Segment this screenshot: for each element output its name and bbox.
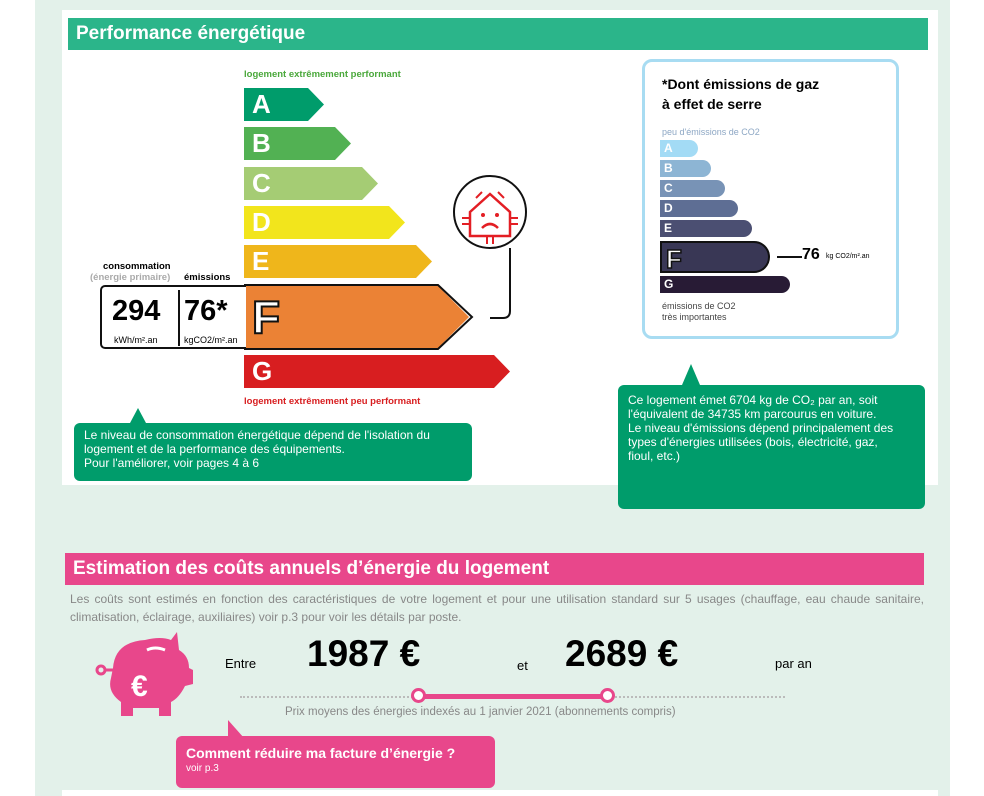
energy-class-e: E xyxy=(244,245,432,278)
and-label: et xyxy=(517,658,528,673)
emissions-unit: kgCO2/m².an xyxy=(184,335,238,345)
between-label: Entre xyxy=(225,656,257,671)
ghg-class-e: E xyxy=(660,220,752,237)
consumption-label: consommation xyxy=(103,261,171,272)
top-label: logement extrêmement performant xyxy=(244,69,401,80)
callout-line: Pour l'améliorer, voir pages 4 à 6 xyxy=(84,456,260,470)
callout-line: Le niveau de consommation énergétique dé… xyxy=(84,428,430,442)
energy-class-d: D xyxy=(244,206,405,239)
consumption-sub: (énergie primaire) xyxy=(90,272,171,283)
energy-class-g: G xyxy=(244,355,510,388)
ghg-class-f: F xyxy=(660,241,770,275)
callout-line: l'équivalent de 34735 km parcourus en vo… xyxy=(628,407,877,421)
ghg-class-g: G xyxy=(660,276,790,293)
min-cost: 1987 € xyxy=(307,633,421,674)
ghg-class-a: A xyxy=(660,140,698,157)
section-title-costs: Estimation des coûts annuels d’énergie d… xyxy=(65,553,924,585)
consumption-unit: kWh/m².an xyxy=(114,335,158,345)
costs-intro-2: climatisation, éclairage, auxiliaires) v… xyxy=(70,610,462,624)
callout-line: logement et de la performance des équipe… xyxy=(84,442,345,456)
house-thermal-leak-sad-icon xyxy=(453,175,527,319)
callout-line: types d'énergies utilisées (bois, électr… xyxy=(628,435,878,449)
callout-line: fioul, etc.) xyxy=(628,449,681,463)
callout-pointer xyxy=(682,364,700,385)
ghg-top-label: peu d'émissions de CO2 xyxy=(662,127,760,137)
callout-line: Le niveau d'émissions dépend principalem… xyxy=(628,421,894,435)
cost-range-fill xyxy=(418,694,608,699)
callout-title: Comment réduire ma facture d’énergie ? xyxy=(186,745,456,761)
ghg-class-c: C xyxy=(660,180,725,197)
ghg-value: 76 xyxy=(802,246,820,263)
max-cost: 2689 € xyxy=(565,633,679,674)
callout-line: Ce logement émet 6704 kg de CO₂ par an, … xyxy=(628,393,878,407)
piggy-bank-euro-icon: € xyxy=(95,632,193,716)
consumption-callout: Le niveau de consommation énergétique dé… xyxy=(74,423,472,481)
energy-class-f: F xyxy=(244,285,469,349)
costs-intro: Les coûts sont estimés en fonction des c… xyxy=(70,592,924,606)
ghg-unit: kg CO2/m².an xyxy=(826,253,870,260)
energy-class-b: B xyxy=(244,127,351,160)
callout-sub: voir p.3 xyxy=(186,763,219,774)
energy-class-c: C xyxy=(244,167,378,200)
svg-text:€: € xyxy=(131,670,148,703)
emissions-label: émissions xyxy=(184,272,231,283)
max-marker xyxy=(600,688,615,703)
ghg-class-d: D xyxy=(660,200,738,217)
value-box: 294 kWh/m².an 76* kgCO2/m².an xyxy=(100,285,246,349)
per-year-label: par an xyxy=(775,656,812,671)
min-marker xyxy=(411,688,426,703)
consumption-value: 294 xyxy=(112,295,161,327)
next-card xyxy=(62,790,938,796)
ghg-title: *Dont émissions de gaz à effet de serre xyxy=(662,76,820,112)
energy-class-a: A xyxy=(244,88,324,121)
ghg-class-b: B xyxy=(660,160,711,177)
cost-caption: Prix moyens des énergies indexés au 1 ja… xyxy=(285,706,676,718)
callout-pointer xyxy=(130,408,146,423)
section-title-performance: Performance énergétique xyxy=(68,18,928,50)
emissions-value: 76* xyxy=(184,295,228,327)
reduce-bill-callout[interactable]: Comment réduire ma facture d’énergie ? v… xyxy=(176,736,495,788)
ghg-box: *Dont émissions de gaz à effet de serre p… xyxy=(642,59,899,339)
ghg-callout: Ce logement émet 6704 kg de CO₂ par an, … xyxy=(618,385,925,509)
bottom-label: logement extrêmement peu performant xyxy=(244,396,421,407)
ghg-bottom-label: émissions de CO2 très importantes xyxy=(662,301,736,322)
callout-pointer xyxy=(228,720,244,738)
